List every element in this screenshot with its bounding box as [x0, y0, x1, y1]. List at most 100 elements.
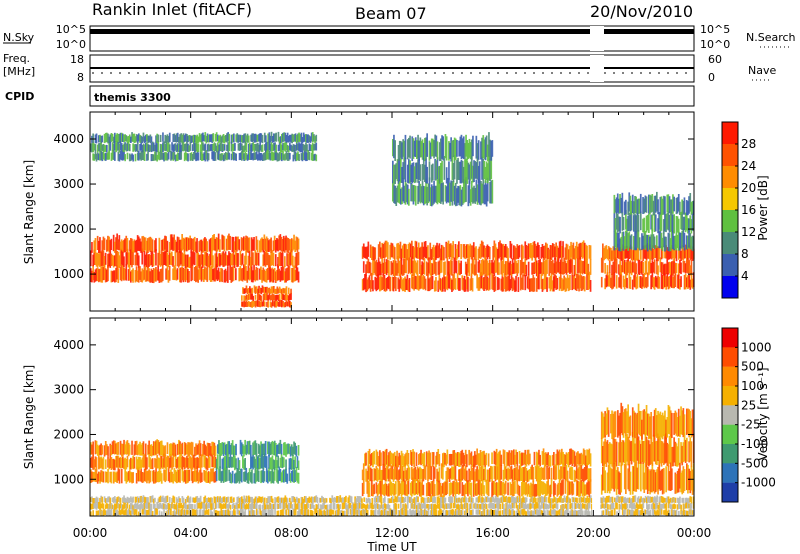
- scatter-cell: [528, 510, 530, 516]
- scatter-cell: [392, 469, 395, 482]
- scatter-cell: [282, 294, 284, 300]
- scatter-cell: [557, 451, 560, 465]
- scatter-cell: [183, 502, 186, 509]
- scatter-cell: [255, 455, 258, 470]
- scatter-cell: [297, 502, 299, 510]
- scatter-cell: [518, 485, 521, 497]
- scatter-cell: [502, 469, 505, 482]
- scatter-cell: [477, 453, 480, 466]
- scatter-cell: [285, 141, 288, 151]
- scatter-cell: [466, 244, 468, 258]
- scatter-cell: [271, 286, 274, 294]
- scatter-cell: [414, 502, 417, 509]
- scatter-cell: [397, 456, 399, 468]
- scatter-cell: [604, 438, 606, 464]
- scatter-cell: [501, 260, 504, 277]
- scatter-cell: [407, 465, 410, 481]
- scatter-cell: [652, 469, 655, 492]
- scatter-cell: [661, 468, 664, 495]
- scatter-cell: [405, 183, 408, 203]
- scatter-cell: [209, 266, 212, 282]
- scatter-cell: [123, 256, 125, 267]
- scatter-cell: [182, 133, 185, 143]
- scatter-cell: [477, 503, 480, 510]
- scatter-cell: [406, 468, 409, 481]
- scatter-cell: [209, 238, 212, 254]
- scatter-cell: [366, 503, 369, 509]
- scatter-cell: [575, 465, 578, 479]
- scatter-cell: [256, 467, 259, 481]
- scatter-cell: [437, 179, 440, 203]
- scatter-cell: [453, 480, 456, 495]
- scatter-cell: [669, 462, 672, 491]
- scatter-cell: [184, 503, 187, 510]
- scatter-cell: [280, 443, 283, 455]
- scatter-cell: [239, 502, 242, 510]
- scatter-cell: [633, 235, 635, 250]
- scatter-cell: [261, 134, 264, 144]
- scatter-cell: [274, 508, 276, 515]
- scatter-cell: [92, 471, 94, 482]
- scatter-cell: [404, 134, 407, 159]
- scatter-cell: [642, 273, 644, 287]
- scatter-cell: [263, 497, 266, 503]
- scatter-cell: [194, 504, 196, 509]
- scatter-cell: [377, 510, 379, 515]
- scatter-cell: [196, 496, 199, 503]
- scatter-cell: [636, 199, 639, 216]
- scatter-cell: [100, 141, 102, 151]
- scatter-cell: [382, 498, 385, 503]
- scatter-cell: [369, 467, 372, 482]
- scatter-cell: [293, 496, 296, 503]
- scatter-cell: [103, 144, 106, 152]
- scatter-cell: [294, 151, 297, 162]
- scatter-cell: [271, 440, 274, 455]
- scatter-cell: [241, 508, 243, 516]
- scatter-cell: [624, 507, 626, 515]
- scatter-cell: [653, 259, 656, 274]
- scatter-cell: [541, 262, 544, 276]
- scatter-cell: [538, 509, 541, 516]
- scatter-cell: [483, 277, 485, 291]
- scatter-cell: [271, 293, 274, 301]
- scatter-cell: [383, 258, 386, 274]
- scatter-cell: [175, 502, 178, 510]
- scatter-cell: [428, 177, 431, 202]
- scatter-cell: [260, 455, 262, 469]
- scatter-cell: [309, 497, 312, 503]
- scatter-cell: [415, 276, 418, 290]
- scatter-cell: [411, 274, 413, 289]
- scatter-cell: [223, 153, 226, 161]
- scatter-cell: [554, 497, 557, 503]
- scatter-cell: [521, 501, 523, 509]
- scatter-cell: [423, 464, 426, 479]
- scatter-cell: [679, 496, 681, 504]
- scatter-cell: [430, 262, 433, 277]
- scatter-cell: [561, 277, 563, 292]
- scatter-cell: [381, 510, 384, 515]
- scatter-cell: [288, 265, 291, 281]
- scatter-cell: [337, 509, 339, 516]
- scatter-cell: [154, 471, 156, 484]
- scatter-cell: [417, 242, 420, 259]
- scatter-cell: [218, 468, 220, 481]
- scatter-cell: [274, 300, 276, 308]
- scatter-cell: [147, 501, 149, 509]
- scatter-cell: [111, 149, 114, 160]
- scatter-cell: [448, 496, 450, 502]
- scatter-cell: [255, 501, 258, 509]
- scatter-cell: [257, 252, 260, 266]
- scatter-cell: [417, 496, 419, 503]
- scatter-cell: [274, 289, 276, 294]
- scatter-cell: [116, 455, 118, 468]
- scatter-cell: [366, 480, 369, 494]
- scatter-cell: [577, 503, 579, 509]
- scatter-cell: [244, 238, 246, 251]
- scatter-cell: [635, 461, 638, 492]
- scatter-cell: [455, 453, 458, 466]
- scatter-cell: [564, 247, 567, 260]
- scatter-cell: [310, 144, 313, 152]
- scatter-cell: [677, 248, 680, 260]
- scatter-cell: [628, 272, 631, 289]
- scatter-cell: [325, 498, 328, 503]
